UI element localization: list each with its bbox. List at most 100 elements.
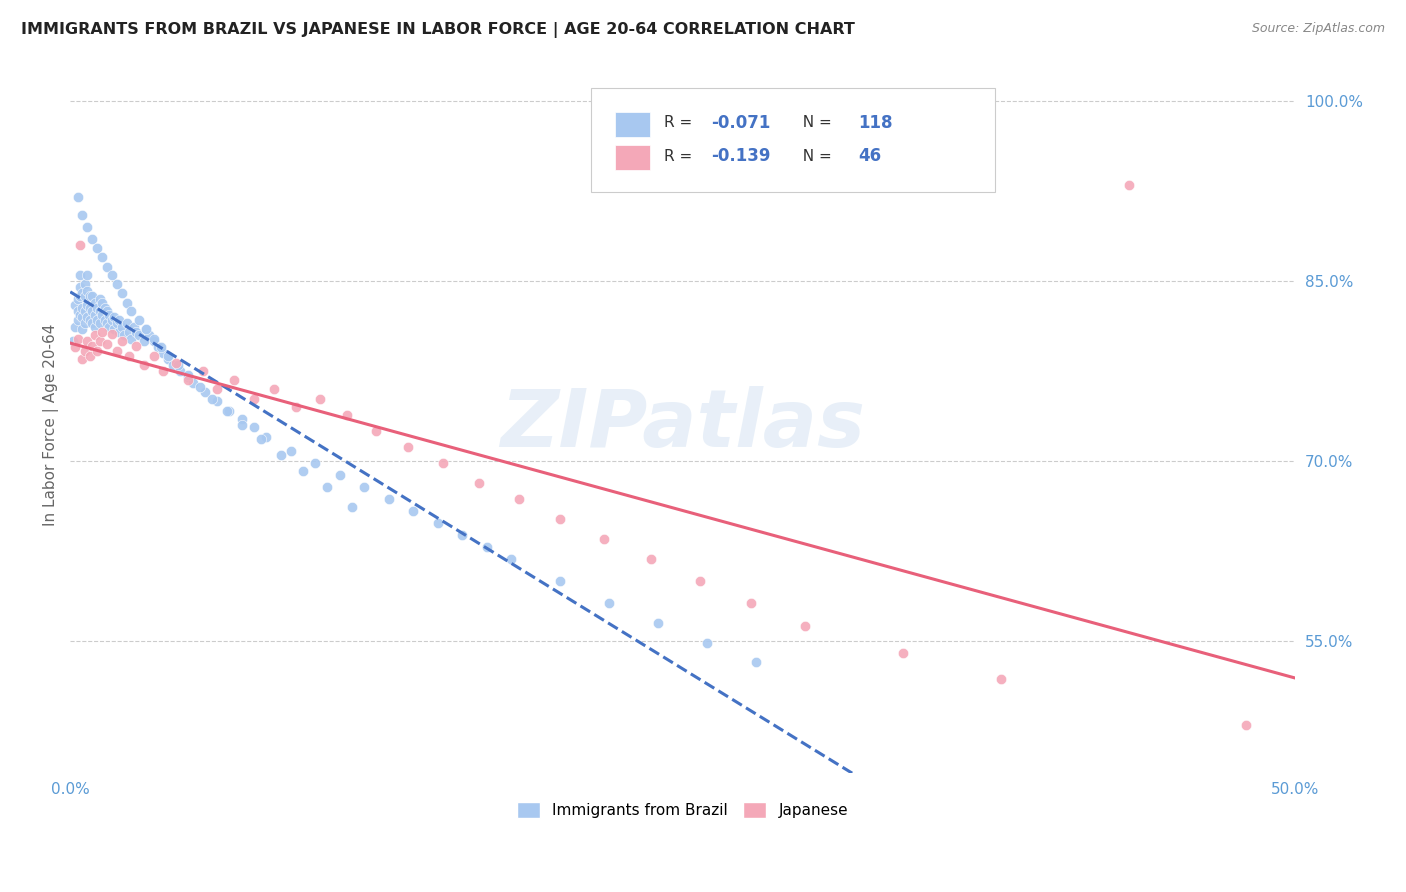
Point bbox=[132, 334, 155, 348]
Point bbox=[86, 343, 108, 358]
Point bbox=[152, 364, 174, 378]
Point bbox=[69, 288, 91, 302]
Point bbox=[157, 349, 180, 363]
Point bbox=[125, 339, 148, 353]
Point bbox=[79, 301, 101, 315]
Point bbox=[93, 312, 115, 326]
Point bbox=[1234, 718, 1257, 732]
Text: 46: 46 bbox=[858, 147, 882, 165]
Point bbox=[891, 646, 914, 660]
Point bbox=[86, 312, 108, 326]
Point bbox=[135, 322, 157, 336]
Point bbox=[508, 492, 530, 507]
Point bbox=[243, 392, 266, 406]
Point bbox=[128, 312, 150, 326]
Point bbox=[142, 334, 165, 348]
Y-axis label: In Labor Force | Age 20-64: In Labor Force | Age 20-64 bbox=[44, 324, 59, 526]
Point bbox=[205, 394, 228, 409]
Point bbox=[118, 349, 141, 363]
Point bbox=[353, 480, 375, 494]
Point bbox=[91, 250, 114, 264]
Point bbox=[91, 325, 114, 339]
Point bbox=[101, 312, 124, 326]
Point bbox=[205, 382, 228, 396]
Point bbox=[501, 552, 523, 566]
Point bbox=[98, 319, 121, 334]
Point bbox=[83, 319, 105, 334]
Text: 118: 118 bbox=[858, 113, 893, 132]
Point bbox=[122, 319, 145, 334]
Point bbox=[83, 308, 105, 322]
Point bbox=[111, 319, 134, 334]
Point bbox=[86, 301, 108, 315]
Point bbox=[63, 319, 86, 334]
Point bbox=[82, 304, 104, 318]
Point bbox=[89, 334, 111, 348]
Point bbox=[121, 332, 143, 346]
Point bbox=[62, 334, 84, 348]
Point bbox=[1118, 178, 1140, 193]
Point bbox=[593, 532, 616, 546]
Point bbox=[177, 370, 200, 384]
Point bbox=[72, 310, 94, 325]
Point bbox=[96, 336, 118, 351]
Point bbox=[73, 304, 96, 318]
Point bbox=[91, 295, 114, 310]
Point bbox=[468, 475, 491, 490]
Point bbox=[194, 384, 217, 399]
Point bbox=[740, 595, 762, 609]
Point bbox=[69, 280, 91, 294]
Text: Source: ZipAtlas.com: Source: ZipAtlas.com bbox=[1251, 22, 1385, 36]
Point bbox=[336, 409, 359, 423]
Point bbox=[135, 322, 157, 336]
Point bbox=[745, 656, 768, 670]
Point bbox=[98, 308, 121, 322]
Point bbox=[231, 418, 253, 433]
Text: -0.139: -0.139 bbox=[711, 147, 770, 165]
Point bbox=[548, 511, 571, 525]
Point bbox=[396, 440, 419, 454]
Legend: Immigrants from Brazil, Japanese: Immigrants from Brazil, Japanese bbox=[512, 796, 855, 824]
Point bbox=[89, 292, 111, 306]
Point bbox=[115, 316, 138, 330]
Point bbox=[103, 310, 125, 325]
Point bbox=[304, 457, 326, 471]
Point bbox=[402, 504, 425, 518]
Point bbox=[96, 304, 118, 318]
Point bbox=[91, 308, 114, 322]
Point bbox=[69, 268, 91, 283]
Point bbox=[76, 310, 98, 325]
Point bbox=[990, 672, 1012, 686]
Point bbox=[111, 334, 134, 348]
Point bbox=[83, 328, 105, 343]
Point bbox=[316, 480, 339, 494]
Point bbox=[89, 304, 111, 318]
Point bbox=[191, 364, 214, 378]
Point bbox=[82, 288, 104, 302]
Text: N =: N = bbox=[793, 115, 837, 130]
Point bbox=[72, 322, 94, 336]
Point bbox=[280, 444, 302, 458]
Point bbox=[329, 468, 352, 483]
Point bbox=[243, 420, 266, 434]
Point bbox=[231, 412, 253, 426]
Text: N =: N = bbox=[793, 148, 837, 163]
Point bbox=[426, 516, 449, 531]
Point bbox=[82, 232, 104, 246]
Point bbox=[96, 260, 118, 274]
Point bbox=[72, 352, 94, 367]
Point bbox=[696, 636, 718, 650]
Point bbox=[366, 424, 388, 438]
Point bbox=[72, 301, 94, 315]
Text: IMMIGRANTS FROM BRAZIL VS JAPANESE IN LABOR FORCE | AGE 20-64 CORRELATION CHART: IMMIGRANTS FROM BRAZIL VS JAPANESE IN LA… bbox=[21, 22, 855, 38]
Point bbox=[105, 343, 128, 358]
Point bbox=[224, 372, 246, 386]
Point bbox=[138, 328, 160, 343]
Point bbox=[89, 316, 111, 330]
Point bbox=[177, 368, 200, 382]
Point bbox=[794, 619, 817, 633]
Point bbox=[451, 528, 474, 542]
Bar bbox=[616, 145, 650, 169]
Point bbox=[475, 541, 498, 555]
Point bbox=[108, 325, 131, 339]
